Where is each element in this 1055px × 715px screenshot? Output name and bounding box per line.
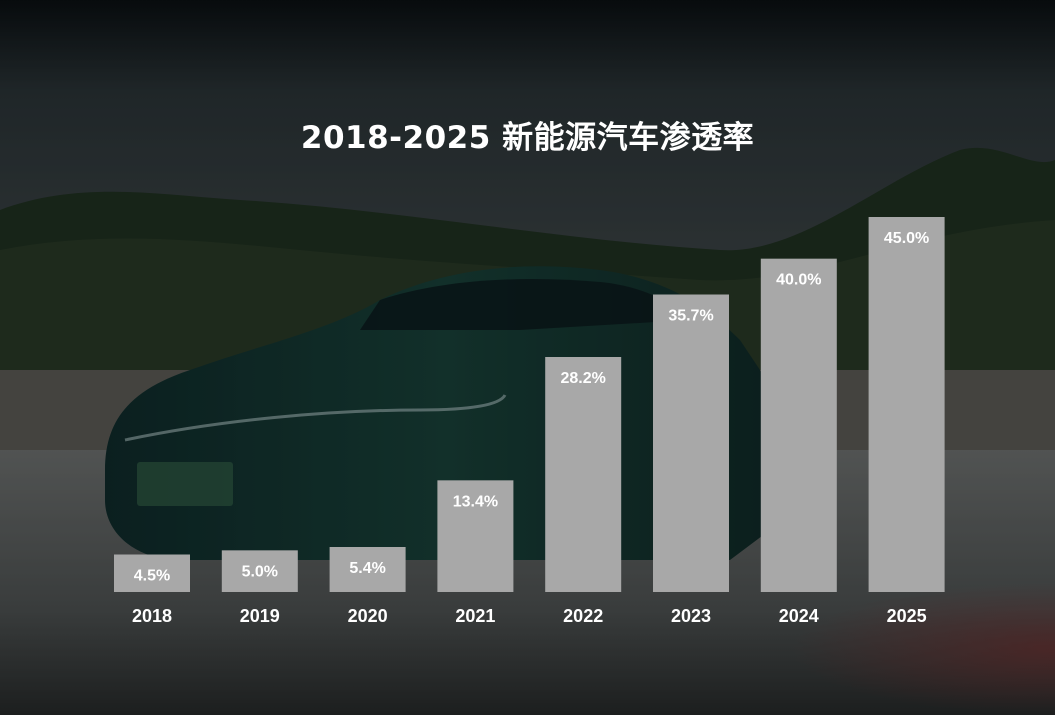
bar-2025: [868, 217, 945, 592]
value-label-2018: 4.5%: [134, 568, 170, 585]
category-label-2023: 2023: [671, 606, 711, 626]
bar-2024: [760, 258, 837, 592]
category-label-2025: 2025: [887, 606, 927, 626]
value-label-2020: 5.4%: [349, 560, 385, 577]
bar-2020: [329, 547, 406, 592]
category-label-2018: 2018: [132, 606, 172, 626]
value-label-2022: 28.2%: [561, 370, 606, 387]
category-label-2019: 2019: [240, 606, 280, 626]
bar-2023: [653, 294, 729, 592]
category-label-2022: 2022: [563, 606, 603, 626]
bar-2021: [437, 480, 514, 592]
value-label-2019: 5.0%: [242, 563, 278, 580]
bar-2018: [114, 554, 190, 592]
value-label-2024: 40.0%: [776, 272, 821, 289]
bar-2022: [545, 357, 622, 592]
category-label-2020: 2020: [348, 606, 388, 626]
category-label-2021: 2021: [455, 606, 495, 626]
bar-2019: [221, 550, 298, 592]
value-label-2023: 35.7%: [668, 308, 713, 325]
value-label-2025: 45.0%: [884, 230, 929, 247]
category-label-2024: 2024: [779, 606, 819, 626]
value-label-2021: 13.4%: [453, 493, 498, 510]
chart-title: 2018-2025 新能源汽车渗透率: [300, 120, 755, 156]
